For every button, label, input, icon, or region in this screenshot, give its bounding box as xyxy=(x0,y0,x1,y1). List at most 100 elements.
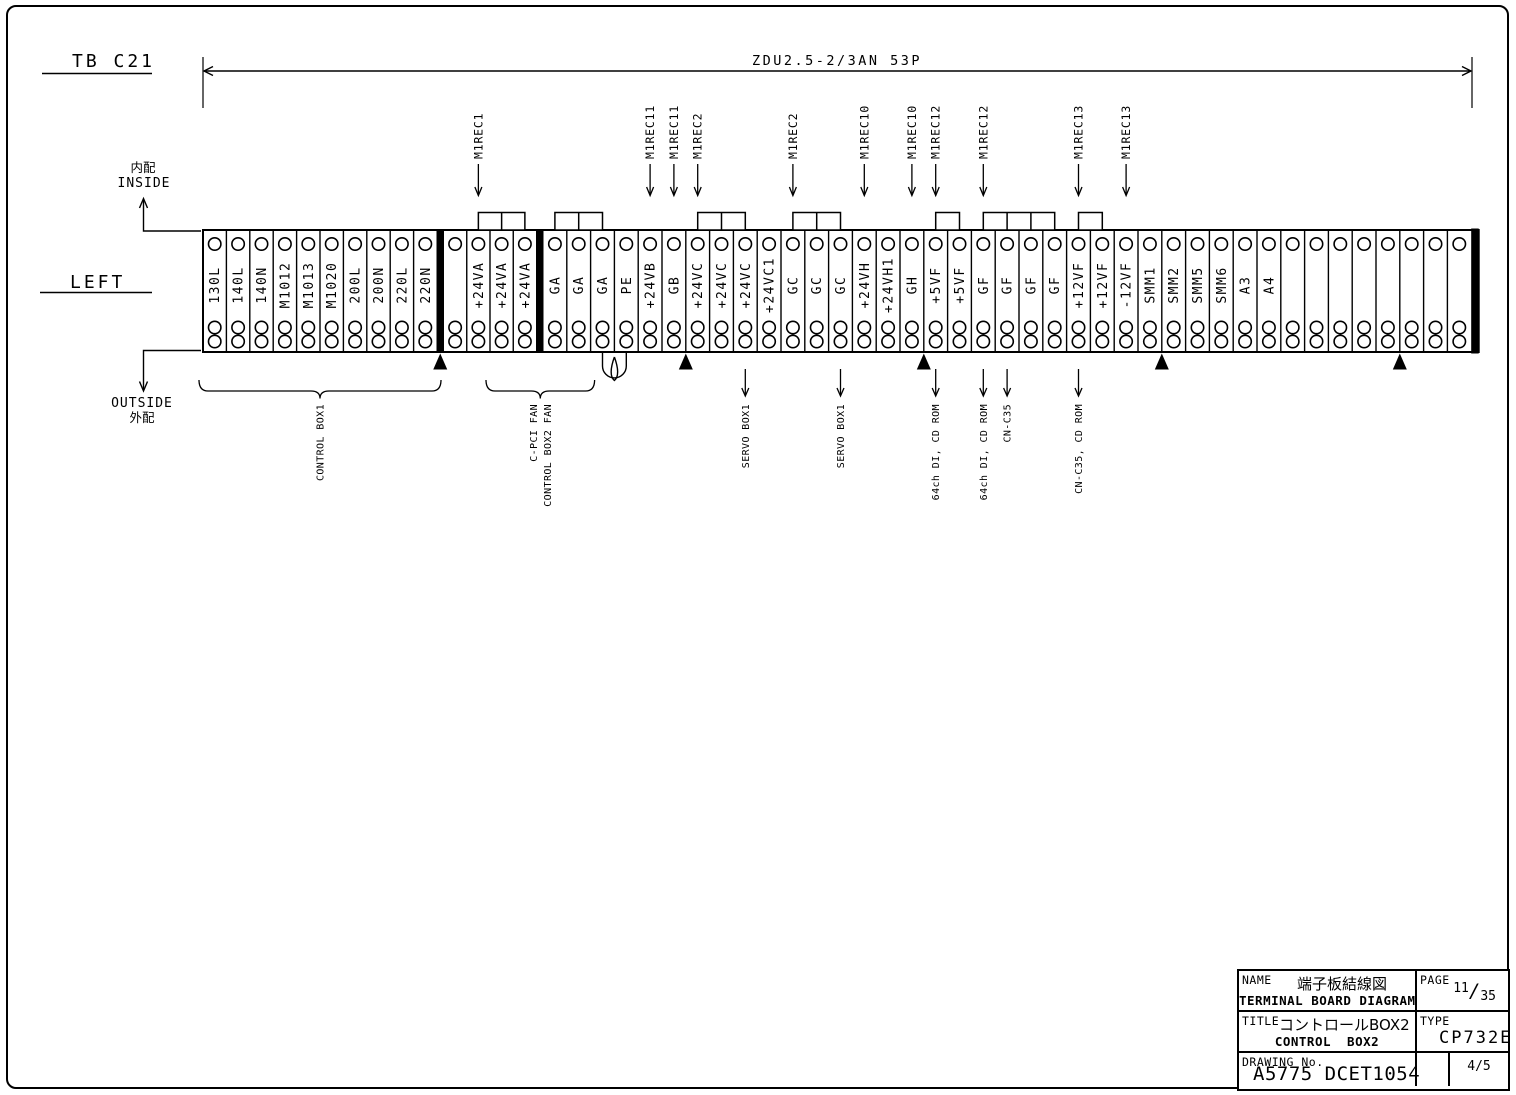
drawing-label: DRAWING No. xyxy=(1242,1055,1324,1069)
screw-hole-bottom2-icon xyxy=(809,334,824,349)
arrowhead-down-icon xyxy=(1121,186,1131,198)
arrowhead-down-icon xyxy=(931,387,940,398)
outside-label-jp: 外配 xyxy=(129,410,155,425)
screw-hole-bottom2-icon xyxy=(324,334,339,349)
screw-hole-top-icon xyxy=(1333,237,1348,252)
screw-hole-bottom1-icon xyxy=(448,320,463,335)
screw-hole-top-icon xyxy=(517,237,532,252)
screw-hole-bottom2-icon xyxy=(1023,334,1038,349)
screw-hole-bottom1-icon xyxy=(1261,320,1276,335)
title-cell: TITLE コントロールBOX2 CONTROL BOX2 xyxy=(1239,1012,1417,1051)
screw-hole-top-icon xyxy=(571,237,586,252)
screw-hole-bottom1-icon xyxy=(857,320,872,335)
terminal-blank-46 xyxy=(1303,230,1324,352)
screw-hole-bottom2-icon xyxy=(471,334,486,349)
terminal-M1012-3: M1012 xyxy=(272,230,293,352)
screw-hole-bottom2-icon xyxy=(1333,334,1348,349)
screw-hole-bottom1-icon xyxy=(1142,320,1157,335)
screw-hole-bottom1-icon xyxy=(952,320,967,335)
screw-hole-bottom1-icon xyxy=(881,320,896,335)
empty-cell xyxy=(1417,1053,1450,1086)
screw-hole-bottom2-icon xyxy=(1071,334,1086,349)
terminal-12VF-36: +12VF xyxy=(1065,230,1087,352)
screw-hole-bottom2-icon xyxy=(1261,334,1276,349)
inside-label-en: INSIDE xyxy=(118,176,171,191)
screw-hole-top-icon xyxy=(738,237,753,252)
screw-hole-top-icon xyxy=(448,237,463,252)
terminal-label: 220L xyxy=(395,266,410,303)
screw-hole-bottom2-icon xyxy=(1380,334,1395,349)
terminal-label: 130L xyxy=(208,266,223,303)
jumper-link xyxy=(1077,211,1104,231)
screw-hole-top-icon xyxy=(1142,237,1157,252)
terminal-label: GC xyxy=(810,276,825,295)
screw-hole-top-icon xyxy=(324,237,339,252)
screw-hole-bottom2-icon xyxy=(1214,334,1229,349)
screw-hole-bottom2-icon xyxy=(1047,334,1062,349)
screw-hole-bottom2-icon xyxy=(207,334,222,349)
board-id-label: TB C21 xyxy=(72,51,155,72)
screw-hole-top-icon xyxy=(785,237,800,252)
terminal-24VH1-28: +24VH1 xyxy=(875,230,897,352)
screw-hole-bottom1-icon xyxy=(494,320,509,335)
terminal-GA-14: GA xyxy=(547,237,563,349)
terminal-GC-25: GC xyxy=(804,230,825,352)
screw-hole-top-icon xyxy=(1023,237,1038,252)
left-label: LEFT xyxy=(70,272,125,293)
terminal-24VA-11: +24VA xyxy=(466,230,487,352)
screw-hole-bottom2-icon xyxy=(448,334,463,349)
arrowhead-down-icon xyxy=(788,186,798,198)
terminal-200N-7: 200N xyxy=(366,230,387,352)
terminal-label: M1020 xyxy=(325,262,340,309)
arrowhead-down-icon xyxy=(1074,186,1083,198)
screw-hole-bottom1-icon xyxy=(690,320,705,335)
terminal-label: 140L xyxy=(232,266,247,303)
terminal-label: SMM5 xyxy=(1191,266,1206,303)
screw-hole-top-icon xyxy=(1166,237,1181,252)
arrowhead-down-icon xyxy=(836,387,845,398)
title-block-row-drawing: DRAWING No. A5775 DCET1054 4/5 xyxy=(1239,1053,1508,1086)
screw-hole-bottom1-icon xyxy=(904,320,919,335)
screw-hole-bottom1-icon xyxy=(1309,320,1324,335)
destination-label: SERVO BOX1 xyxy=(741,404,752,468)
terminal-130L-0: 130L xyxy=(207,237,223,349)
terminal-label: GB xyxy=(667,276,682,295)
connector-label: M1REC10 xyxy=(857,105,871,159)
end-stop xyxy=(1471,228,1479,354)
screw-hole-top-icon xyxy=(928,237,943,252)
terminal-label: 200N xyxy=(372,266,387,303)
terminal-label: PE xyxy=(620,276,635,295)
fraction-slash: / xyxy=(1475,1059,1483,1074)
screw-hole-top-icon xyxy=(714,237,729,252)
top-arrow-m1rec10: M1REC10 xyxy=(905,105,919,198)
jumper-bar xyxy=(1077,211,1104,231)
terminal-blank-51 xyxy=(1422,230,1443,352)
screw-hole-top-icon xyxy=(1119,237,1134,252)
terminal-label: +24VH1 xyxy=(882,257,897,313)
brace-path xyxy=(485,379,596,399)
screw-hole-bottom1-icon xyxy=(1285,320,1300,335)
page-number: 11/35 xyxy=(1453,979,1496,1004)
screw-hole-bottom2-icon xyxy=(1238,334,1253,349)
terminal-12VF-37: +12VF xyxy=(1089,230,1111,352)
terminal-12VF-38: -12VF xyxy=(1113,230,1135,352)
section-marker-triangle-icon xyxy=(916,353,931,370)
inside-leader-line xyxy=(142,199,201,232)
arrowhead-down-icon xyxy=(474,186,483,198)
page-num: 11 xyxy=(1453,981,1469,996)
top-arrow-m1rec11: M1REC11 xyxy=(667,105,681,198)
terminal-GA-15: GA xyxy=(566,230,587,352)
screw-hole-top-icon xyxy=(809,237,824,252)
screw-hole-bottom1-icon xyxy=(1000,320,1015,335)
title-value-jp: コントロールBOX2 xyxy=(1279,1016,1410,1034)
connector-label: M1REC1 xyxy=(471,113,485,159)
arrowhead-down-icon xyxy=(741,387,750,398)
screw-hole-bottom2-icon xyxy=(254,334,269,349)
drawing-cell: DRAWING No. A5775 DCET1054 xyxy=(1239,1053,1420,1086)
screw-hole-bottom1-icon xyxy=(277,320,292,335)
terminal-M1020-5: M1020 xyxy=(319,230,340,352)
terminal-label: +24VB xyxy=(644,262,659,309)
group-separator xyxy=(536,229,544,353)
